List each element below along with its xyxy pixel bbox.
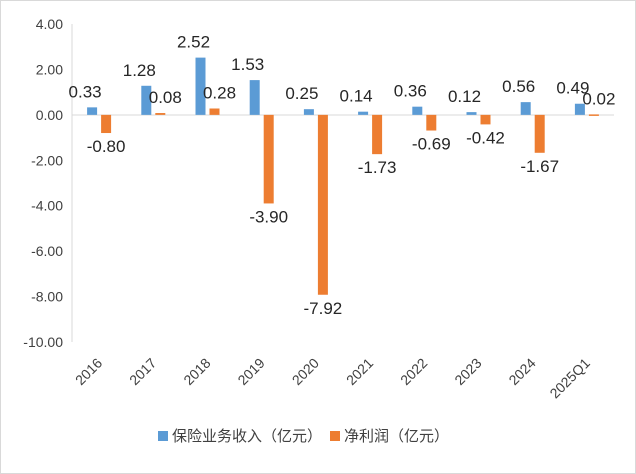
bar-insurance-revenue	[87, 107, 98, 115]
bar-insurance-revenue	[466, 112, 477, 115]
y-tick-label: 0.00	[36, 107, 63, 123]
data-label: 0.33	[69, 82, 102, 101]
data-label: 0.49	[556, 79, 589, 98]
x-tick-label: 2021	[343, 355, 376, 388]
x-tick-label: 2016	[72, 355, 105, 388]
x-tick-label: 2018	[180, 355, 213, 388]
y-tick-label: -6.00	[31, 243, 63, 259]
y-tick-label: -8.00	[31, 289, 63, 305]
bars	[87, 57, 599, 295]
x-tick-label: 2023	[451, 355, 484, 388]
bar-net-profit	[372, 114, 383, 155]
data-label: -1.67	[520, 157, 559, 176]
bar-net-profit	[155, 113, 166, 115]
data-labels: 0.33 1.28 2.52 1.53 0.25 0.14 0.36 0.12 0.56 0.49…	[69, 33, 616, 318]
data-label: 0.02	[582, 89, 615, 108]
bar-insurance-revenue	[412, 106, 423, 115]
data-label: 1.28	[123, 61, 156, 80]
bar-insurance-revenue	[520, 102, 531, 115]
legend-swatch	[158, 431, 168, 441]
data-label: -1.73	[358, 158, 397, 177]
bar-net-profit	[317, 114, 328, 295]
bar-insurance-revenue	[303, 109, 314, 115]
bar-net-profit	[263, 114, 274, 204]
bar-insurance-revenue	[574, 103, 585, 115]
data-label: 0.14	[340, 87, 373, 106]
bar-insurance-revenue	[249, 80, 260, 115]
data-label: 0.08	[149, 88, 182, 107]
y-tick-label: 4.00	[36, 16, 63, 32]
data-label: 0.25	[285, 84, 318, 103]
x-tick-label: 2022	[397, 355, 430, 388]
data-label: 0.36	[394, 82, 427, 101]
data-label: 1.53	[231, 55, 264, 74]
data-label: -3.90	[249, 207, 288, 226]
bar-insurance-revenue	[195, 57, 206, 115]
bar-net-profit	[480, 114, 491, 125]
x-tick-label: 2024	[505, 355, 538, 388]
x-tick-label: 2017	[126, 355, 159, 388]
x-tick-label: 2019	[234, 355, 267, 388]
bar-insurance-revenue	[358, 111, 369, 115]
bar-net-profit	[101, 114, 112, 134]
bar-net-profit	[426, 114, 437, 131]
y-tick-label: 2.00	[36, 61, 63, 77]
data-label: 0.28	[203, 83, 236, 102]
x-axis-tick-labels: 2016 2017 2018 2019 2020 2021 2022 2023 2024 2025…	[72, 355, 593, 402]
bar-insurance-revenue	[141, 85, 152, 115]
data-label: 2.52	[177, 33, 210, 52]
legend-label: 保险业务收入（亿元）	[172, 427, 322, 445]
data-label: -7.92	[304, 299, 343, 318]
y-axis-tick-labels: 4.00 2.00 0.00 -2.00 -4.00 -6.00 -8.00 -10.00	[23, 16, 63, 350]
data-label: -0.80	[87, 137, 126, 156]
data-label: -0.42	[466, 128, 505, 147]
bar-net-profit	[534, 114, 545, 153]
data-label: 0.12	[448, 87, 481, 106]
legend: 保险业务收入（亿元） 净利润（亿元）	[158, 427, 449, 445]
x-tick-label: 2020	[289, 355, 322, 388]
x-tick-label: 2025Q1	[546, 355, 593, 402]
bar-net-profit	[588, 114, 599, 116]
y-tick-label: -4.00	[31, 198, 63, 214]
legend-label: 净利润（亿元）	[344, 427, 449, 445]
data-label: 0.56	[502, 77, 535, 96]
data-label: -0.69	[412, 135, 451, 154]
y-tick-label: -2.00	[31, 152, 63, 168]
y-tick-label: -10.00	[23, 334, 63, 350]
bar-net-profit	[209, 108, 220, 115]
legend-swatch	[330, 431, 340, 441]
